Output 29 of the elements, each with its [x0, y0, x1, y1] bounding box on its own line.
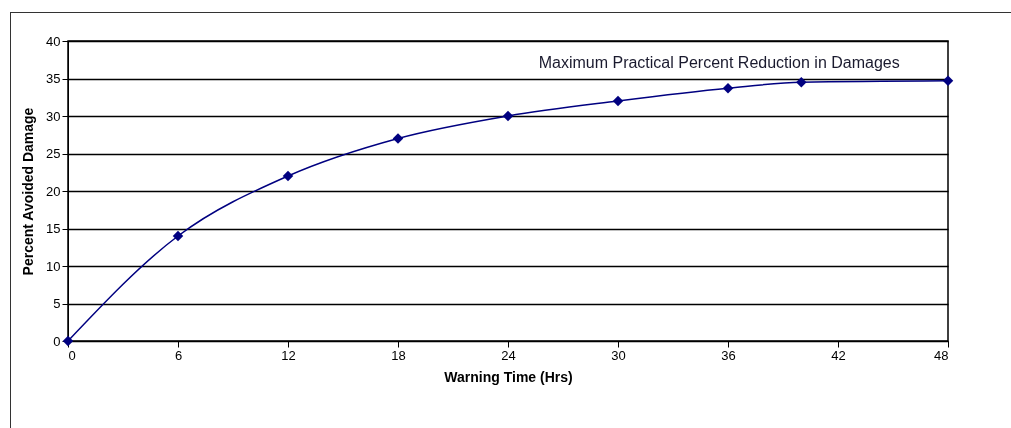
y-tick-label: 5: [53, 296, 61, 311]
y-tick-label: 25: [46, 146, 61, 161]
y-tick-label: 40: [46, 33, 61, 49]
x-tick-label: 36: [721, 347, 736, 363]
point: [796, 77, 807, 88]
x-tick-label: 42: [831, 347, 846, 363]
point: [502, 110, 514, 122]
y-tick-label: 0: [53, 333, 61, 349]
point: [392, 133, 404, 144]
point: [722, 83, 734, 94]
y-tick-label: 15: [46, 221, 61, 236]
point: [172, 230, 184, 242]
x-tick-label: 48: [934, 347, 949, 363]
y-tick-label: 20: [46, 183, 61, 199]
x-tick-label: 6: [174, 347, 183, 363]
x-axis-title: Warning Time (Hrs): [444, 368, 573, 385]
y-tick-label: 10: [46, 258, 61, 274]
annotation: Maximum Practical Percent Reduction in Damages: [538, 54, 900, 71]
y-tick-label: 35: [46, 71, 61, 86]
x-tick-label: 24: [501, 347, 516, 363]
point: [282, 170, 294, 182]
y-axis-title: Percent Avoided Damage: [20, 107, 37, 276]
x-tick-label: 30: [611, 347, 626, 363]
x-tick-label: 18: [391, 347, 406, 363]
point: [612, 95, 624, 107]
x-tick-label: 0: [68, 347, 76, 363]
x-tick-label: 12: [281, 347, 296, 363]
y-tick-label: 30: [46, 108, 61, 124]
point: [942, 75, 954, 86]
